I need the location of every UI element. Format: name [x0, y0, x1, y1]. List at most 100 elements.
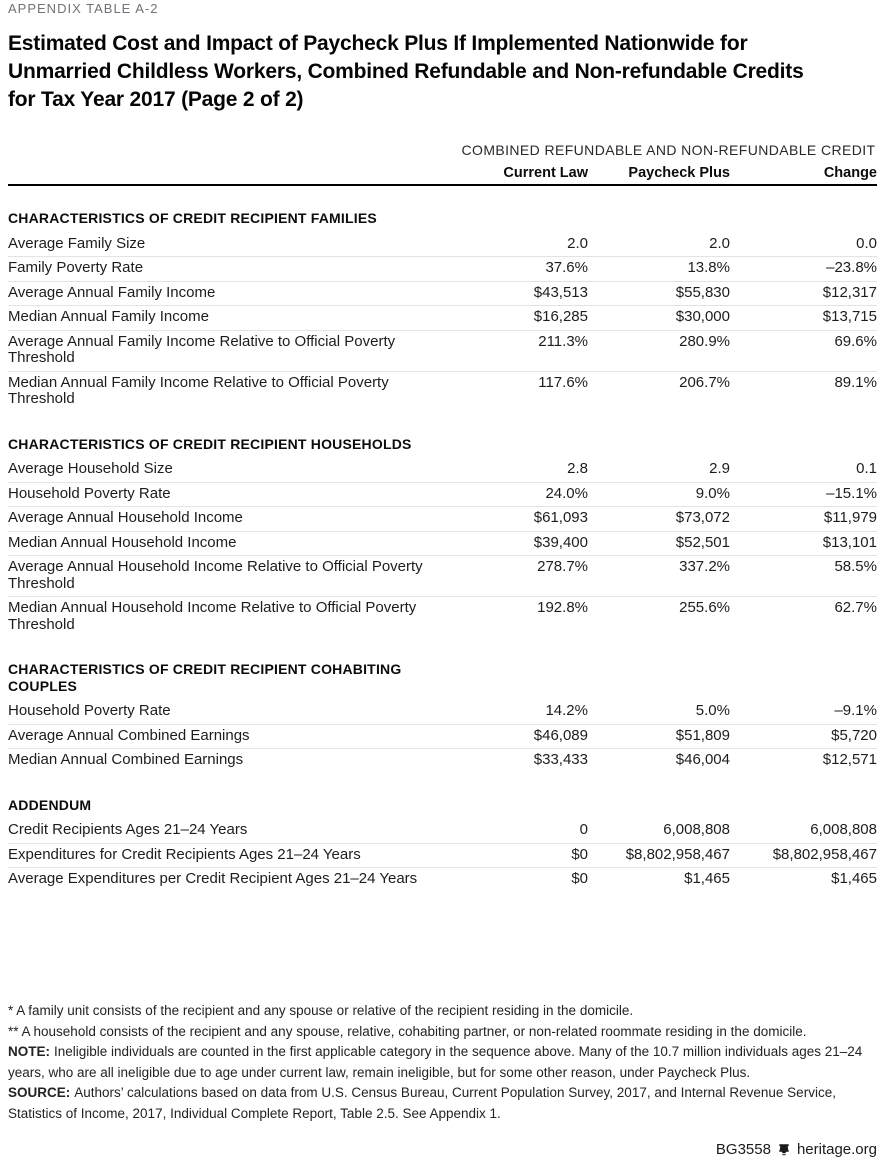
value-change: 62.7% — [834, 599, 877, 616]
page-footer: BG3558 heritage.org — [716, 1141, 877, 1158]
footnote-text: ** A household consists of the recipient… — [8, 1023, 807, 1039]
value-paycheck-plus: $51,809 — [675, 726, 730, 744]
table-row: Median Annual Household Income Relative … — [8, 596, 877, 637]
section-rows: Household Poverty Rate 14.2% 5.0% –9.1% … — [8, 700, 877, 773]
row-label: Average Family Size — [8, 234, 146, 252]
footnote-label: SOURCE: — [8, 1085, 71, 1100]
row-label: Expenditures for Credit Recipients Ages … — [8, 845, 361, 863]
value-current-law: $0 — [571, 845, 588, 863]
footnote: ** A household consists of the recipient… — [8, 1022, 876, 1043]
value-current-law: $46,089 — [533, 726, 588, 744]
title-line-2: Unmarried Childless Workers, Combined Re… — [8, 60, 804, 83]
column-header-row: Current Law Paycheck Plus Change — [8, 164, 877, 182]
table-title: Estimated Cost and Impact of Paycheck Pl… — [8, 30, 877, 114]
footnotes: * A family unit consists of the recipien… — [8, 1001, 876, 1124]
section-rows: Average Family Size 2.0 2.0 0.0 Family P… — [8, 233, 877, 412]
value-paycheck-plus: $30,000 — [675, 308, 730, 325]
row-label: Household Poverty Rate — [8, 484, 171, 502]
table-row: Credit Recipients Ages 21–24 Years 0 6,0… — [8, 819, 877, 843]
section-heading: CHARACTERISTICS OF CREDIT RECIPIENT HOUS… — [8, 435, 412, 452]
value-paycheck-plus: 9.0% — [695, 484, 730, 502]
row-label: Median Annual Household Income Relative … — [8, 599, 417, 633]
value-paycheck-plus: $1,465 — [684, 870, 730, 887]
row-label: Family Poverty Rate — [8, 259, 144, 276]
table-row: Average Family Size 2.0 2.0 0.0 — [8, 233, 877, 257]
footer-site-link[interactable]: heritage.org — [796, 1141, 877, 1158]
table-section: CHARACTERISTICS OF CREDIT RECIPIENT FAMI… — [8, 210, 877, 412]
value-paycheck-plus: $52,501 — [675, 533, 730, 551]
section-rows: Credit Recipients Ages 21–24 Years 0 6,0… — [8, 819, 877, 892]
value-current-law: 117.6% — [538, 373, 588, 391]
row-label: Median Annual Household Income — [8, 533, 237, 551]
value-current-law: 37.6% — [545, 259, 588, 276]
column-header-current-law: Current Law — [503, 165, 588, 181]
value-paycheck-plus: 255.6% — [679, 599, 730, 616]
value-current-law: 2.8 — [567, 460, 588, 477]
table-row: Median Annual Family Income $16,285 $30,… — [8, 305, 877, 330]
row-label: Average Expenditures per Credit Recipien… — [8, 870, 418, 887]
section-heading: CHARACTERISTICS OF CREDIT RECIPIENT COHA… — [8, 661, 402, 694]
row-label: Average Annual Family Income — [8, 283, 216, 301]
value-paycheck-plus: 280.9% — [679, 332, 730, 350]
table-row: Household Poverty Rate 24.0% 9.0% –15.1% — [8, 481, 877, 507]
value-change: 0.0 — [856, 234, 877, 252]
document-id: BG3558 — [715, 1141, 771, 1158]
value-paycheck-plus: 13.8% — [687, 259, 730, 276]
value-paycheck-plus: $46,004 — [675, 751, 730, 768]
value-current-law: $33,433 — [533, 751, 588, 768]
value-current-law: $43,513 — [533, 283, 588, 301]
row-label: Household Poverty Rate — [8, 702, 171, 719]
value-change: 58.5% — [834, 558, 877, 575]
column-group-header: COMBINED REFUNDABLE AND NON-REFUNDABLE C… — [461, 142, 876, 158]
value-current-law: 192.8% — [537, 599, 588, 616]
table-row: Average Annual Family Income $43,513 $55… — [8, 280, 877, 306]
value-paycheck-plus: 2.9 — [709, 460, 730, 477]
value-current-law: 0 — [579, 821, 588, 838]
section-rows: Average Household Size 2.8 2.9 0.1 House… — [8, 458, 877, 637]
row-label: Median Annual Combined Earnings — [8, 751, 244, 768]
footnote-text: Ineligible individuals are counted in th… — [8, 1044, 863, 1080]
table-row: Median Annual Family Income Relative to … — [8, 370, 877, 412]
value-current-law: 24.0% — [545, 484, 588, 502]
value-change: $13,101 — [822, 533, 877, 551]
value-paycheck-plus: 6,008,808 — [663, 821, 730, 838]
table-row: Median Annual Household Income $39,400 $… — [8, 530, 877, 556]
table-row: Average Annual Household Income $61,093 … — [8, 506, 877, 531]
table-body: CHARACTERISTICS OF CREDIT RECIPIENT FAMI… — [8, 210, 877, 892]
value-paycheck-plus: $8,802,958,467 — [625, 845, 730, 863]
value-current-law: 278.7% — [537, 558, 588, 575]
table-row: Average Expenditures per Credit Recipien… — [8, 867, 877, 892]
row-label: Average Household Size — [8, 460, 173, 477]
table-row: Average Household Size 2.8 2.9 0.1 — [8, 458, 877, 482]
value-paycheck-plus: 206.7% — [679, 373, 730, 391]
footnote-label: NOTE: — [8, 1044, 50, 1059]
value-change: 0.1 — [856, 460, 877, 477]
value-change: $11,979 — [823, 509, 877, 526]
value-change: 89.1% — [834, 373, 877, 391]
value-current-law: $0 — [571, 870, 588, 887]
value-change: –15.1% — [826, 484, 877, 502]
value-paycheck-plus: $73,072 — [675, 509, 730, 526]
value-change: $12,317 — [822, 283, 877, 301]
title-line-3: for Tax Year 2017 (Page 2 of 2) — [8, 88, 304, 111]
footnote: SOURCE: Authors’ calculations based on da… — [8, 1083, 876, 1124]
value-current-law: 14.2% — [545, 702, 588, 719]
title-line-1: Estimated Cost and Impact of Paycheck Pl… — [8, 32, 748, 55]
value-current-law: $61,093 — [533, 509, 588, 526]
table-row: Average Annual Household Income Relative… — [8, 555, 877, 596]
footnote: NOTE: Ineligible individuals are counted … — [8, 1042, 876, 1083]
group-header-spacer — [8, 142, 460, 158]
value-change: –23.8% — [826, 259, 877, 276]
table-eyebrow: APPENDIX TABLE A-2 — [8, 1, 159, 16]
table-section: CHARACTERISTICS OF CREDIT RECIPIENT HOUS… — [8, 436, 877, 638]
value-change: –9.1% — [834, 702, 877, 719]
value-current-law: $39,400 — [533, 533, 588, 551]
value-current-law: $16,285 — [533, 308, 588, 325]
column-header-change: Change — [823, 165, 877, 181]
footnote-text: * A family unit consists of the recipien… — [8, 1003, 634, 1018]
value-paycheck-plus: 2.0 — [709, 234, 730, 252]
value-change: 6,008,808 — [810, 821, 877, 838]
row-label: Median Annual Family Income — [8, 308, 209, 325]
column-header-paycheck-plus: Paycheck Plus — [628, 165, 730, 181]
